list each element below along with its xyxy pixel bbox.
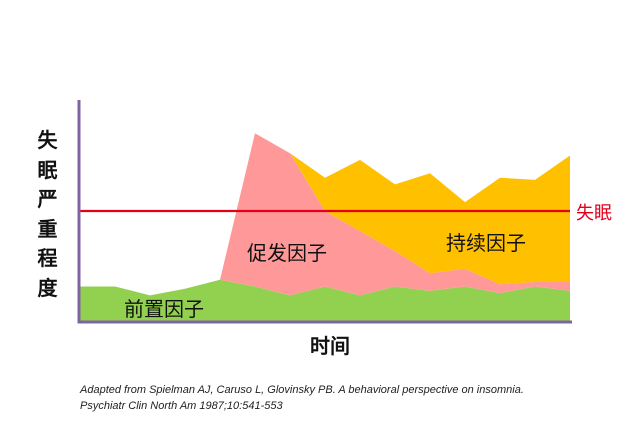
predisposing-factor-label: 前置因子 [124,297,204,321]
predisposing-factor-area [80,279,570,322]
y-axis-label: 失眠严重程度 [37,128,58,300]
precipitating-factor-area [80,133,570,296]
insomnia-threshold-label: 失眠 [576,203,612,224]
x-axis-label: 时间 [310,334,350,358]
stacked-areas [80,133,570,322]
citation-line-1: Adapted from Spielman AJ, Caruso L, Glov… [80,384,524,396]
precipitating-factor-label: 促发因子 [247,241,327,265]
perpetuating-factor-area [80,133,570,296]
perpetuating-factor-label: 持续因子 [446,231,526,255]
citation-line-2: Psychiatr Clin North Am 1987;10:541-553 [80,400,283,412]
